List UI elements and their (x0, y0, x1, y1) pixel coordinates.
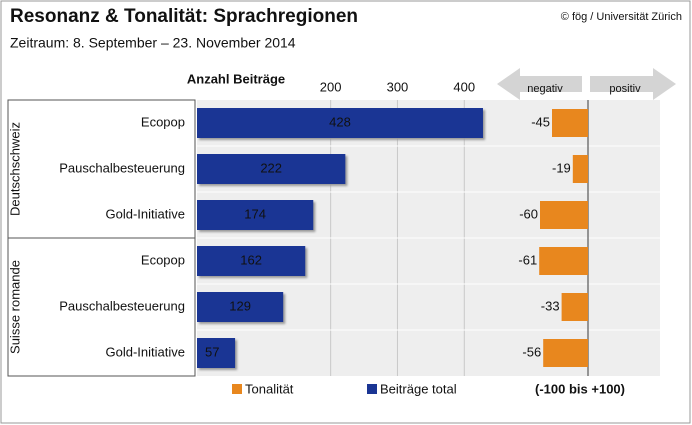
tone-bar (561, 293, 588, 321)
tone-value-label: -56 (522, 344, 541, 359)
subtitle: Zeitraum: 8. September – 23. November 20… (10, 35, 296, 51)
bar-value-label: 57 (205, 344, 219, 359)
bar-value-label: 129 (229, 298, 251, 313)
tone-value-label: -60 (519, 206, 538, 221)
tone-value-label: -19 (552, 160, 571, 175)
group-label: Deutschschweiz (7, 122, 22, 216)
category-label: Pauschalbesteuerung (59, 298, 185, 313)
negative-label: negativ (527, 83, 563, 95)
category-label: Gold-Initiative (106, 206, 185, 221)
tone-bar (539, 247, 588, 275)
category-label: Pauschalbesteuerung (59, 160, 185, 175)
category-label: Ecopop (141, 252, 185, 267)
tone-value-label: -61 (518, 252, 537, 267)
tone-bar (572, 155, 588, 183)
legend-swatch (232, 384, 242, 394)
tone-bar (543, 339, 588, 367)
range-note: (-100 bis +100) (535, 381, 625, 396)
tone-bar (540, 201, 588, 229)
bar (197, 246, 306, 276)
tone-bar (552, 109, 588, 137)
tone-value-label: -33 (541, 298, 560, 313)
category-label: Gold-Initiative (106, 344, 185, 359)
legend-label: Beiträge total (380, 381, 457, 396)
bar (197, 108, 483, 138)
bar-value-label: 428 (329, 114, 351, 129)
bar (197, 200, 314, 230)
category-label: Ecopop (141, 114, 185, 129)
x-tick-label: 400 (453, 79, 475, 94)
bar (197, 338, 236, 368)
positive-label: positiv (609, 83, 641, 95)
x-axis-label: Anzahl Beiträge (187, 71, 285, 86)
legend-label: Tonalität (245, 381, 294, 396)
chart-title: Resonanz & Tonalität: Sprachregionen (10, 6, 358, 27)
tone-value-label: -45 (531, 114, 550, 129)
bar-value-label: 222 (260, 160, 282, 175)
x-tick-label: 300 (387, 79, 409, 94)
bar (197, 292, 284, 322)
bar (197, 154, 346, 184)
positive-arrow (590, 68, 676, 100)
bar-value-label: 174 (244, 206, 266, 221)
bar-value-label: 162 (240, 252, 262, 267)
negative-arrow (497, 68, 582, 100)
source: © fög / Universität Zürich (561, 11, 682, 23)
x-tick-label: 200 (320, 79, 342, 94)
legend-swatch (367, 384, 377, 394)
group-label: Suisse romande (7, 260, 22, 354)
